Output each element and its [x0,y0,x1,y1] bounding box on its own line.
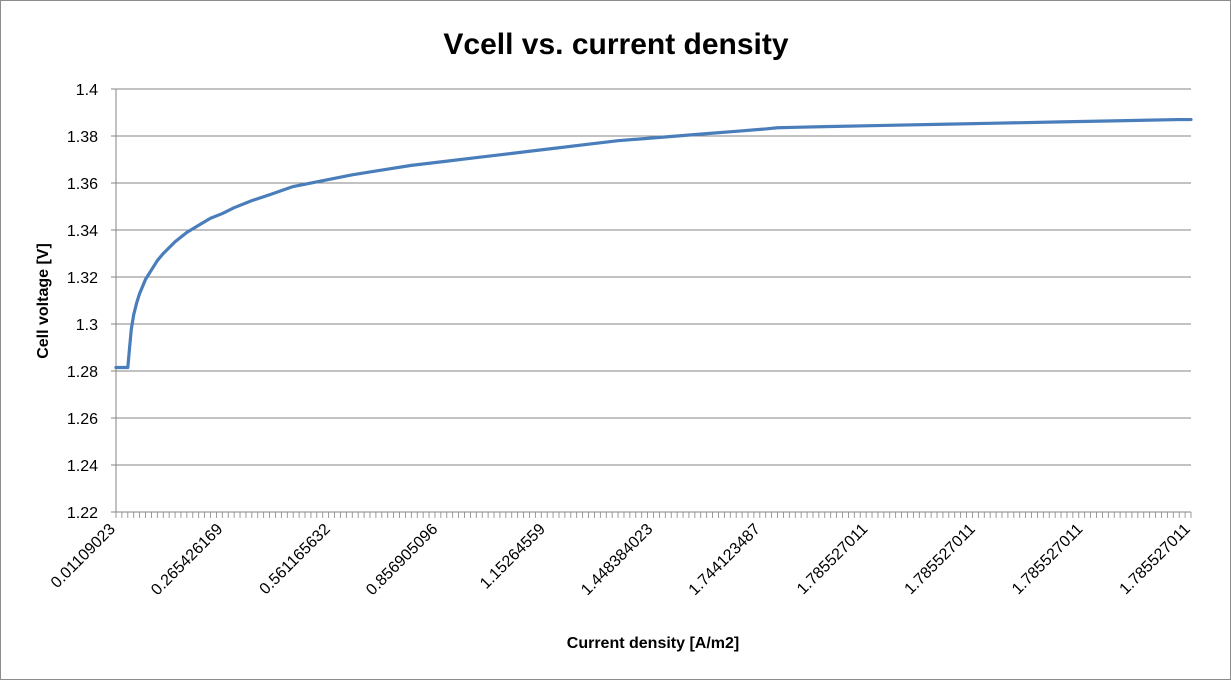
y-axis-label: Cell voltage [V] [35,243,52,359]
y-tick-label: 1.34 [67,223,98,240]
axes [111,88,1192,518]
x-tick-label: 0.561165632 [257,521,334,598]
y-tick-label: 1.32 [67,270,98,287]
x-tick-label: 0.265426169 [148,521,226,599]
y-tick-label: 1.4 [76,82,98,99]
x-tick-label: 0.856905096 [363,521,441,599]
gridlines [116,88,1191,466]
y-tick-label: 1.22 [67,505,98,522]
x-tick-labels: 0.01109023 0.265426169 0.561165632 0.856905… [48,521,1194,599]
y-tick-label: 1.38 [67,129,98,146]
series-layer [114,117,1193,370]
x-tick-label: 1.744123487 [686,521,764,599]
series-line [114,117,1193,370]
x-tick-label: 1.785527011 [794,521,871,598]
y-tick-label: 1.3 [76,317,98,334]
x-tick-label: 1.785527011 [902,521,979,598]
x-tick-label: 1.15264559 [477,521,549,593]
chart-title: Vcell vs. current density [443,28,788,61]
x-tick-label: 1.785527011 [1117,521,1194,598]
y-tick-label: 1.36 [67,176,98,193]
x-tick-label: 0.01109023 [48,521,119,592]
x-tick-label: 1.785527011 [1009,521,1086,598]
y-tick-label: 1.28 [67,364,98,381]
y-tick-label: 1.26 [67,411,98,428]
y-tick-labels: 1.22 1.24 1.26 1.28 1.3 1.32 1.34 1.36 1.38 1.4 [67,82,98,522]
y-tick-label: 1.24 [67,458,98,475]
x-tick-label: 1.448384023 [578,521,656,599]
x-tick-marks [115,512,1192,518]
x-axis-label: Current density [A/m2] [567,635,739,652]
